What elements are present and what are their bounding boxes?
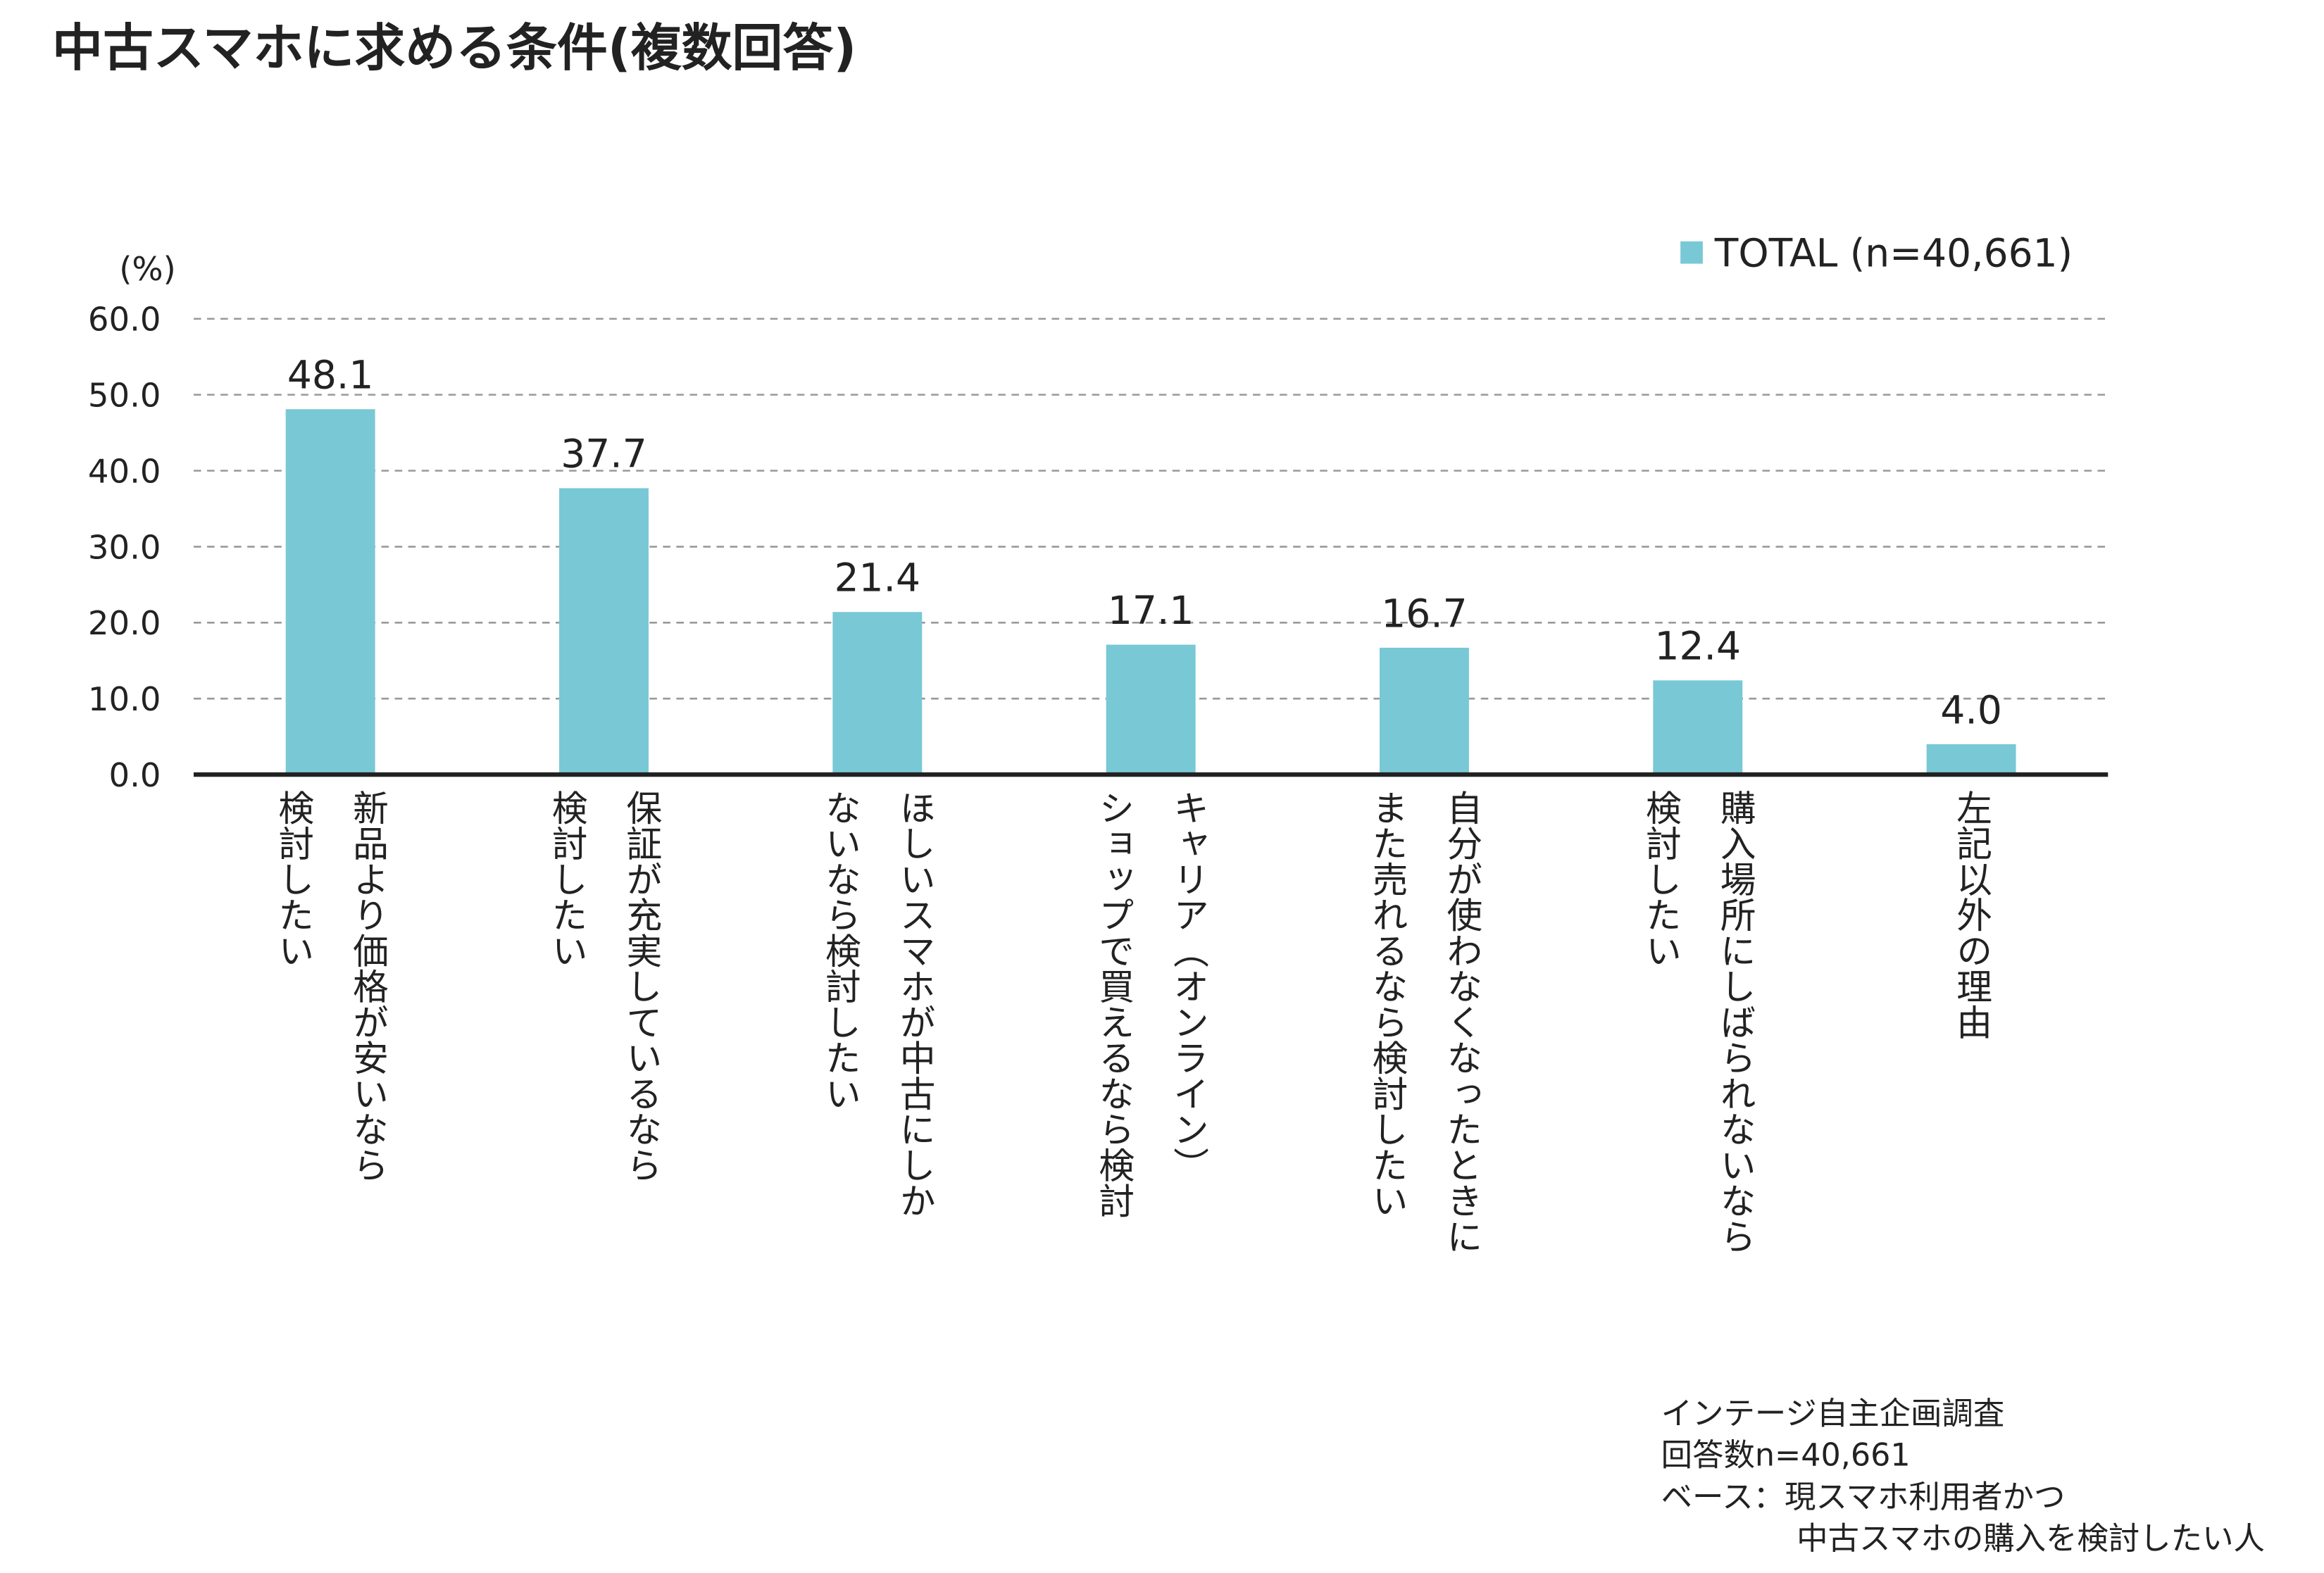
y-unit: (%) xyxy=(119,250,176,288)
value-label: 16.7 xyxy=(1381,591,1467,636)
note: ベース：現スマホ利用者かつ xyxy=(1661,1479,2066,1515)
note: 中古スマホの購入を検討したい人 xyxy=(1797,1521,2265,1557)
x-tick-label: ないなら検討したい xyxy=(819,789,861,1111)
bar xyxy=(1106,644,1196,775)
x-tick-label: 購入場所にしばられないなら xyxy=(1714,789,1756,1254)
legend-label: TOTAL (n=40,661) xyxy=(1714,231,2073,276)
x-tick-label: キャリア（オンライン） xyxy=(1168,789,1209,1182)
value-label: 21.4 xyxy=(835,556,920,601)
x-tick-label: また売れるなら検討したい xyxy=(1366,789,1408,1218)
y-tick-label: 50.0 xyxy=(88,377,161,415)
note: インテージ自主企画調査 xyxy=(1661,1396,2005,1431)
value-label: 37.7 xyxy=(561,432,646,477)
y-tick-label: 60.0 xyxy=(88,301,161,339)
bar xyxy=(1653,680,1743,775)
chart-title: 中古スマホに求める条件(複数回答) xyxy=(52,18,856,77)
bar xyxy=(285,409,375,775)
bar xyxy=(1379,647,1469,775)
y-tick-label: 40.0 xyxy=(88,452,161,490)
note: 回答数n=40,661 xyxy=(1661,1438,1911,1474)
x-tick-label: 保証が充実しているなら xyxy=(620,789,662,1182)
bar xyxy=(559,488,649,775)
x-tick-label: 自分が使わなくなったときに xyxy=(1441,789,1482,1254)
x-tick-label: ショップで買えるなら検討 xyxy=(1093,789,1135,1218)
x-tick-label: 検討したい xyxy=(1639,789,1681,968)
y-tick-label: 30.0 xyxy=(88,528,161,566)
value-label: 12.4 xyxy=(1655,624,1741,669)
value-label: 4.0 xyxy=(1940,687,2001,732)
legend-swatch xyxy=(1680,241,1703,264)
y-tick-label: 10.0 xyxy=(88,680,161,718)
bar xyxy=(832,612,923,775)
value-label: 48.1 xyxy=(287,353,373,398)
y-tick-label: 0.0 xyxy=(108,756,161,794)
value-label: 17.1 xyxy=(1108,588,1194,633)
bar xyxy=(1926,744,2016,775)
x-tick-label: 新品より価格が安いなら xyxy=(347,789,389,1182)
x-tick-label: 左記以外の理由 xyxy=(1951,789,1992,1039)
y-tick-label: 20.0 xyxy=(88,604,161,642)
x-tick-label: 検討したい xyxy=(273,789,314,968)
x-tick-label: ほしいスマホが中古にしか xyxy=(894,789,935,1218)
x-tick-label: 検討したい xyxy=(546,789,587,968)
